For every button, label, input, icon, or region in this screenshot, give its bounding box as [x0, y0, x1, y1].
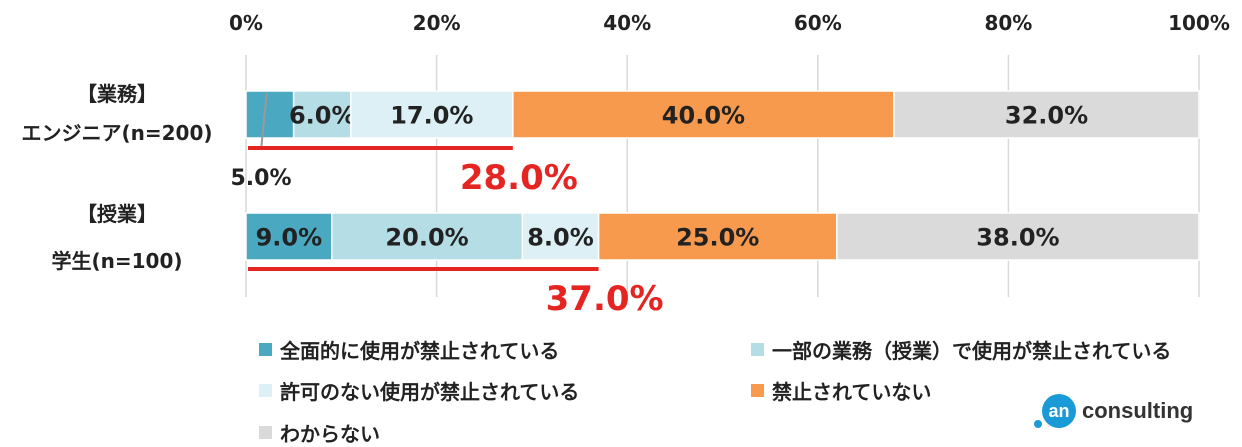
subtotal-label: 37.0% [546, 279, 664, 319]
data-label: 17.0% [390, 102, 473, 130]
data-label: 8.0% [527, 224, 594, 252]
bar-segment [512, 90, 895, 139]
data-label: 32.0% [1005, 102, 1088, 130]
data-label: 20.0% [385, 224, 468, 252]
data-label: 40.0% [662, 102, 745, 130]
an-consulting-logo: an consulting [1034, 394, 1194, 428]
bar-segment [893, 90, 1200, 139]
logo-dot [1034, 420, 1042, 428]
bar-segment [331, 212, 524, 261]
data-label: 6.0% [289, 102, 356, 130]
bar-segment [292, 90, 352, 139]
x-tick-label: 0% [229, 11, 263, 35]
x-tick-label: 40% [603, 11, 651, 35]
subtotal-label: 28.0% [460, 158, 578, 198]
logo-mark: an [1034, 394, 1076, 428]
data-label: 25.0% [676, 224, 759, 252]
logo-mark-text: an [1048, 400, 1070, 421]
data-label: 5.0% [230, 166, 291, 191]
data-label: 38.0% [976, 224, 1059, 252]
category-label-line2: 学生(n=100) [51, 249, 182, 273]
category-label-line2: エンジニア(n=200) [21, 121, 212, 145]
x-tick-label: 80% [984, 11, 1032, 35]
x-tick-label: 60% [794, 11, 842, 35]
bar-segment [245, 212, 333, 261]
leader-line [260, 92, 268, 151]
x-tick-label: 20% [413, 11, 461, 35]
bar-segment [245, 90, 295, 139]
bar-segment [836, 212, 1200, 261]
category-label-line1: 【授業】 [77, 202, 157, 226]
data-label: 9.0% [256, 224, 323, 252]
bar-segment [350, 90, 514, 139]
x-tick-label: 100% [1168, 11, 1230, 35]
category-label-line1: 【業務】 [77, 82, 157, 106]
logo-text: consulting [1082, 398, 1194, 423]
